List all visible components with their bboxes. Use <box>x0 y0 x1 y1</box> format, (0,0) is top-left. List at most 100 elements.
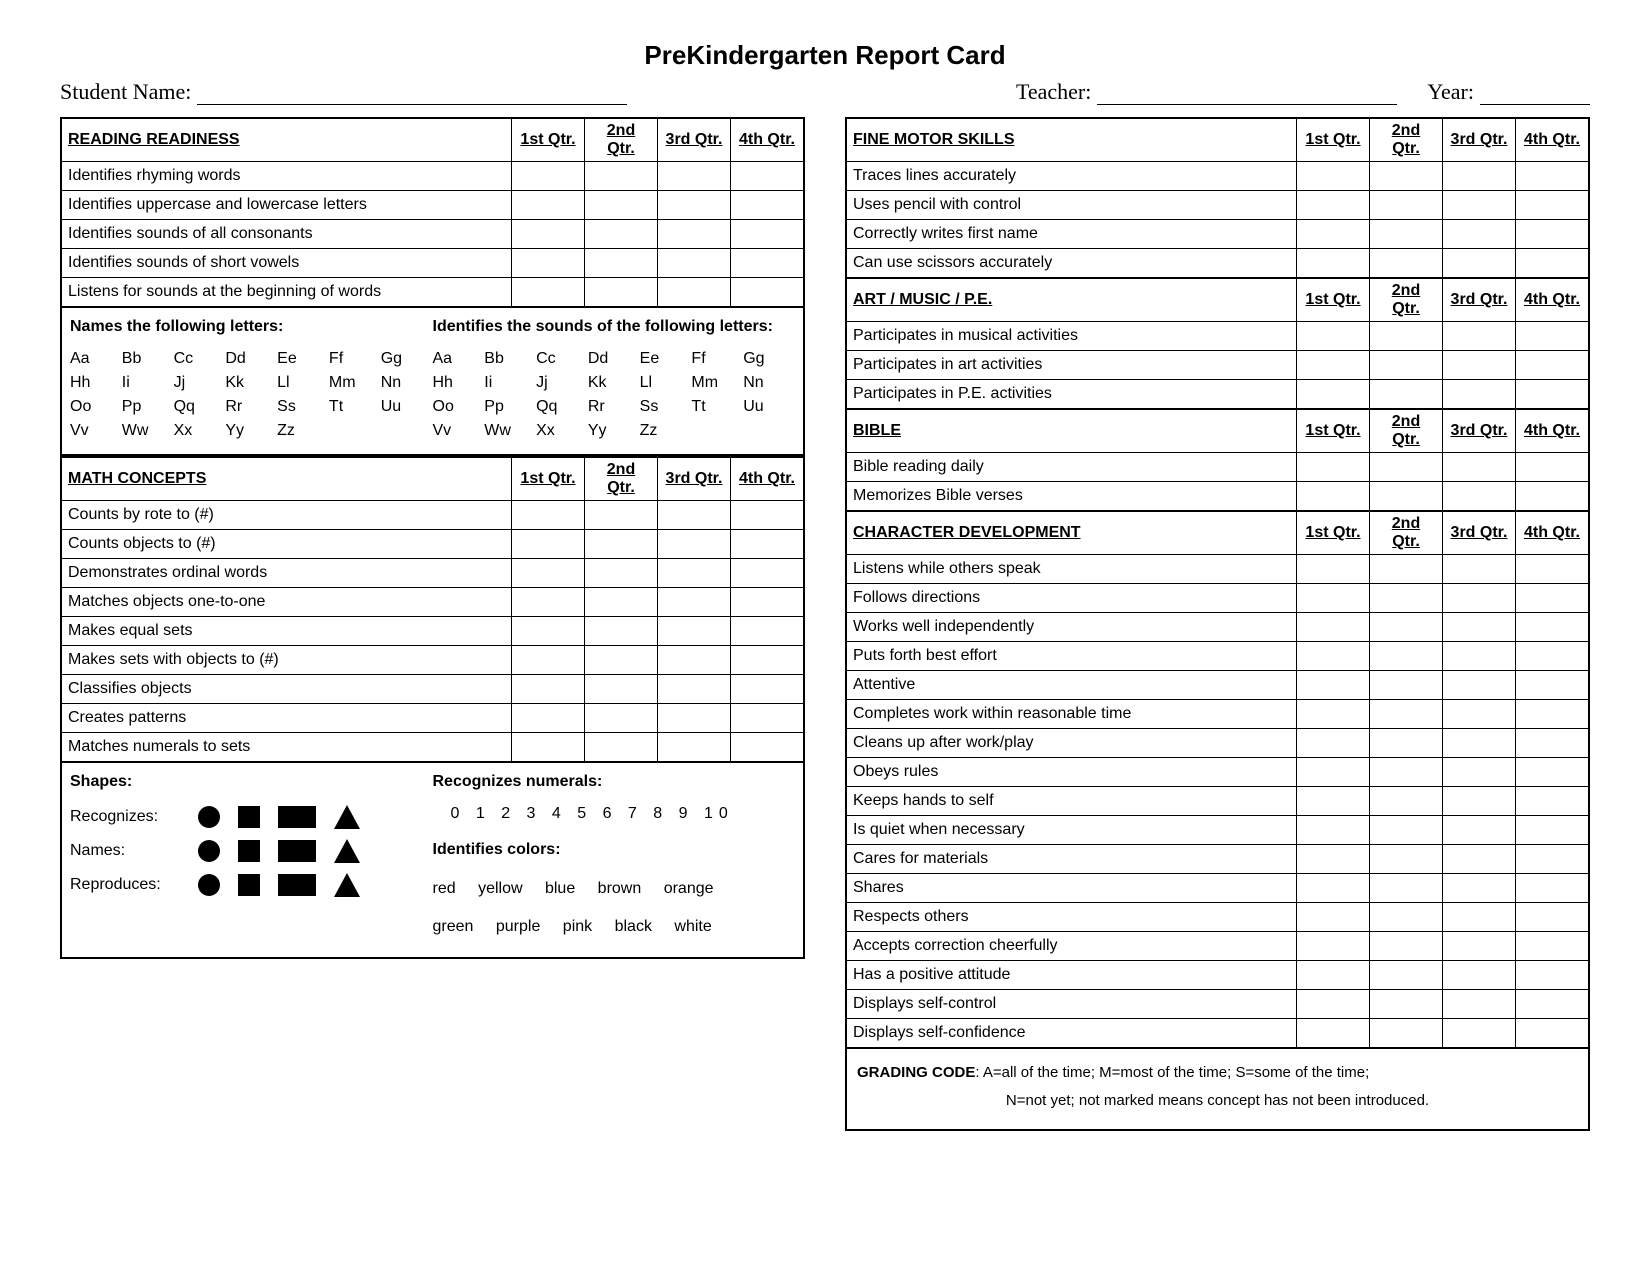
grade-cell[interactable] <box>1516 874 1590 903</box>
grade-cell[interactable] <box>1516 380 1590 410</box>
grade-cell[interactable] <box>1370 903 1443 932</box>
grade-cell[interactable] <box>1370 482 1443 512</box>
grade-cell[interactable] <box>512 278 585 308</box>
grade-cell[interactable] <box>1516 816 1590 845</box>
grade-cell[interactable] <box>1443 961 1516 990</box>
grade-cell[interactable] <box>1516 700 1590 729</box>
grade-cell[interactable] <box>1443 700 1516 729</box>
grade-cell[interactable] <box>585 559 658 588</box>
grade-cell[interactable] <box>1370 845 1443 874</box>
grade-cell[interactable] <box>512 588 585 617</box>
grade-cell[interactable] <box>512 501 585 530</box>
grade-cell[interactable] <box>1297 220 1370 249</box>
grade-cell[interactable] <box>1516 961 1590 990</box>
grade-cell[interactable] <box>1297 351 1370 380</box>
grade-cell[interactable] <box>1516 990 1590 1019</box>
grade-cell[interactable] <box>1443 642 1516 671</box>
grade-cell[interactable] <box>1516 613 1590 642</box>
grade-cell[interactable] <box>512 191 585 220</box>
grade-cell[interactable] <box>1516 191 1590 220</box>
grade-cell[interactable] <box>585 646 658 675</box>
grade-cell[interactable] <box>731 162 805 191</box>
grade-cell[interactable] <box>731 278 805 308</box>
grade-cell[interactable] <box>1297 162 1370 191</box>
grade-cell[interactable] <box>1370 249 1443 279</box>
grade-cell[interactable] <box>1443 787 1516 816</box>
grade-cell[interactable] <box>731 733 805 763</box>
grade-cell[interactable] <box>1297 758 1370 787</box>
grade-cell[interactable] <box>1297 482 1370 512</box>
grade-cell[interactable] <box>1370 584 1443 613</box>
grade-cell[interactable] <box>1443 903 1516 932</box>
grade-cell[interactable] <box>585 733 658 763</box>
grade-cell[interactable] <box>1297 1019 1370 1049</box>
grade-cell[interactable] <box>1443 322 1516 351</box>
grade-cell[interactable] <box>731 249 805 278</box>
grade-cell[interactable] <box>1516 249 1590 279</box>
grade-cell[interactable] <box>1370 613 1443 642</box>
grade-cell[interactable] <box>1443 671 1516 700</box>
grade-cell[interactable] <box>1370 961 1443 990</box>
grade-cell[interactable] <box>1443 845 1516 874</box>
grade-cell[interactable] <box>1516 787 1590 816</box>
grade-cell[interactable] <box>731 617 805 646</box>
grade-cell[interactable] <box>1443 555 1516 584</box>
grade-cell[interactable] <box>585 704 658 733</box>
grade-cell[interactable] <box>1297 453 1370 482</box>
student-name-line[interactable] <box>197 80 627 105</box>
grade-cell[interactable] <box>512 646 585 675</box>
grade-cell[interactable] <box>585 220 658 249</box>
grade-cell[interactable] <box>658 278 731 308</box>
grade-cell[interactable] <box>1370 642 1443 671</box>
grade-cell[interactable] <box>1443 874 1516 903</box>
grade-cell[interactable] <box>585 588 658 617</box>
grade-cell[interactable] <box>1443 191 1516 220</box>
grade-cell[interactable] <box>1297 932 1370 961</box>
grade-cell[interactable] <box>1443 351 1516 380</box>
grade-cell[interactable] <box>658 249 731 278</box>
grade-cell[interactable] <box>1443 482 1516 512</box>
grade-cell[interactable] <box>658 220 731 249</box>
grade-cell[interactable] <box>512 162 585 191</box>
grade-cell[interactable] <box>1297 584 1370 613</box>
grade-cell[interactable] <box>1370 874 1443 903</box>
grade-cell[interactable] <box>1370 932 1443 961</box>
grade-cell[interactable] <box>658 617 731 646</box>
grade-cell[interactable] <box>1370 758 1443 787</box>
grade-cell[interactable] <box>1370 162 1443 191</box>
grade-cell[interactable] <box>1370 816 1443 845</box>
grade-cell[interactable] <box>1516 758 1590 787</box>
grade-cell[interactable] <box>585 675 658 704</box>
grade-cell[interactable] <box>1443 816 1516 845</box>
grade-cell[interactable] <box>1443 584 1516 613</box>
grade-cell[interactable] <box>1370 990 1443 1019</box>
grade-cell[interactable] <box>731 501 805 530</box>
grade-cell[interactable] <box>1297 787 1370 816</box>
grade-cell[interactable] <box>658 501 731 530</box>
grade-cell[interactable] <box>1297 816 1370 845</box>
grade-cell[interactable] <box>1443 453 1516 482</box>
grade-cell[interactable] <box>1370 700 1443 729</box>
grade-cell[interactable] <box>1297 729 1370 758</box>
grade-cell[interactable] <box>1370 191 1443 220</box>
grade-cell[interactable] <box>731 191 805 220</box>
grade-cell[interactable] <box>658 559 731 588</box>
grade-cell[interactable] <box>1443 220 1516 249</box>
grade-cell[interactable] <box>1516 322 1590 351</box>
grade-cell[interactable] <box>731 530 805 559</box>
grade-cell[interactable] <box>731 704 805 733</box>
grade-cell[interactable] <box>1516 903 1590 932</box>
grade-cell[interactable] <box>658 191 731 220</box>
grade-cell[interactable] <box>585 501 658 530</box>
grade-cell[interactable] <box>1297 874 1370 903</box>
grade-cell[interactable] <box>1516 555 1590 584</box>
grade-cell[interactable] <box>731 559 805 588</box>
grade-cell[interactable] <box>1297 555 1370 584</box>
grade-cell[interactable] <box>1443 162 1516 191</box>
grade-cell[interactable] <box>1370 1019 1443 1049</box>
grade-cell[interactable] <box>731 588 805 617</box>
grade-cell[interactable] <box>1370 555 1443 584</box>
grade-cell[interactable] <box>1297 903 1370 932</box>
grade-cell[interactable] <box>1370 787 1443 816</box>
grade-cell[interactable] <box>1370 729 1443 758</box>
